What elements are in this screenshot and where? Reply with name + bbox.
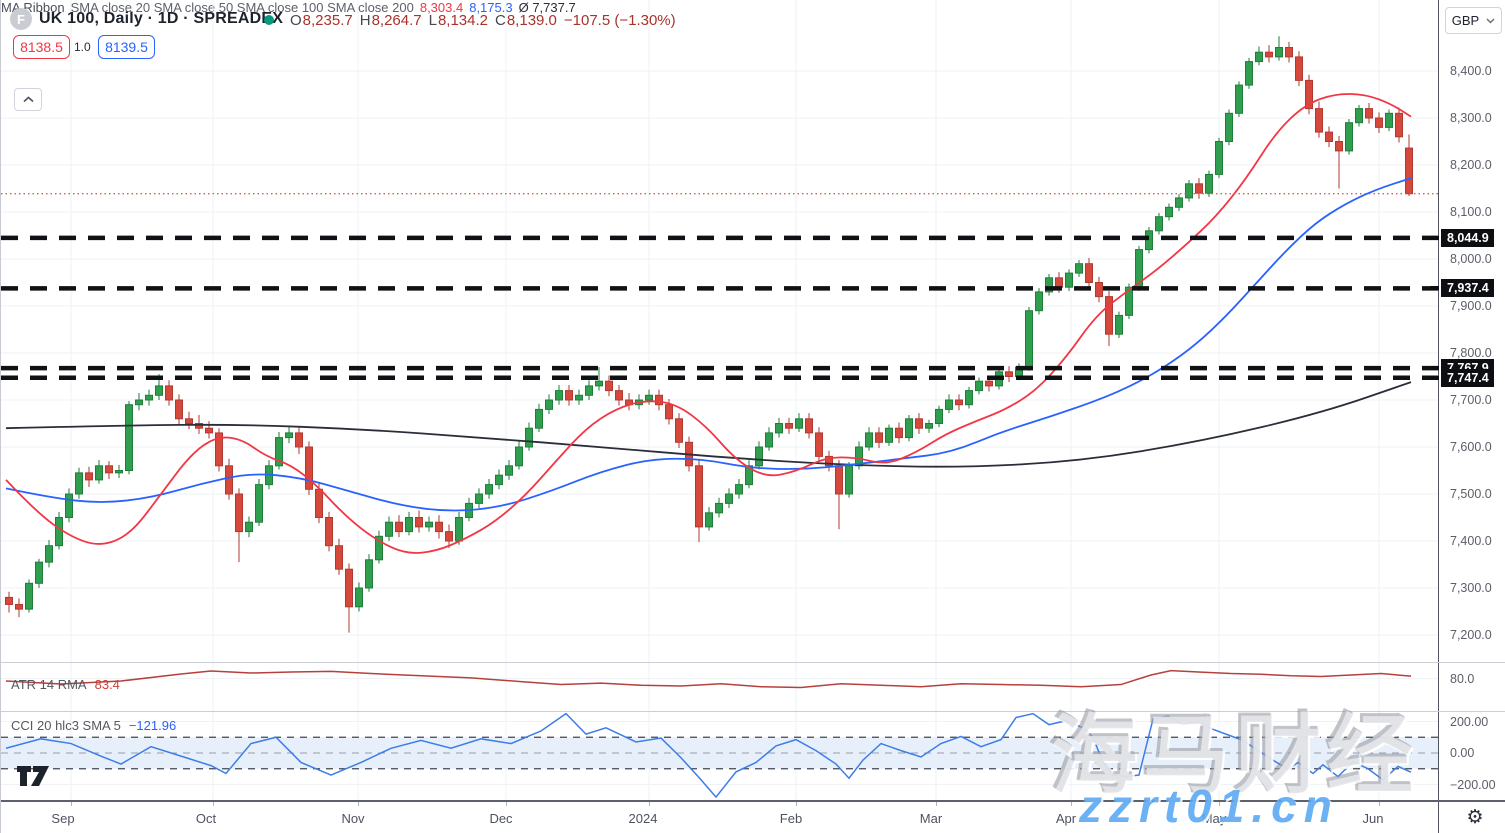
- price-tick-label: 8,200.0: [1450, 158, 1492, 172]
- time-tick-mark: [796, 802, 797, 806]
- pane-divider[interactable]: [1, 711, 1505, 712]
- time-tick-label: May: [1201, 811, 1227, 826]
- open-value: 8,235.7: [302, 12, 353, 29]
- time-tick-mark: [1379, 802, 1380, 806]
- time-tick-mark: [1071, 802, 1072, 806]
- axis-corner-divider: [1438, 802, 1439, 833]
- cci-tick-label: 0.00: [1450, 746, 1475, 760]
- price-level-tick: [1430, 366, 1439, 371]
- currency-label: GBP: [1451, 13, 1480, 28]
- ma-ribbon-params: SMA close 20 SMA close 50 SMA close 100 …: [70, 0, 414, 15]
- time-tick-mark: [358, 802, 359, 806]
- chart-canvas[interactable]: [1, 0, 1438, 800]
- cci-tick-label: −200.00: [1450, 777, 1496, 792]
- gear-icon: ⚙: [1466, 806, 1484, 828]
- ohlc-readout: O 8,235.7 H 8,264.7 L 8,134.2 C 8,139.0 −107…: [290, 12, 676, 29]
- time-tick-label: Dec: [489, 811, 513, 826]
- price-tick-label: 7,600.0: [1450, 440, 1492, 454]
- cci-tick-label: 200.00: [1450, 714, 1489, 729]
- price-level-label: 7,937.4: [1441, 279, 1494, 298]
- chevron-down-icon: [1486, 18, 1495, 23]
- time-tick-label: Apr: [1055, 811, 1077, 826]
- cci-label: CCI 20 hlc3 SMA 5: [11, 718, 121, 733]
- collapse-legend-button[interactable]: [14, 88, 42, 111]
- price-tick-label: 7,300.0: [1450, 581, 1492, 595]
- pane-divider[interactable]: [1, 662, 1505, 663]
- close-label: C: [495, 12, 506, 29]
- chart-svg: [1, 0, 1438, 800]
- price-tick-label: 8,400.0: [1450, 64, 1492, 78]
- price-tick-label: 7,400.0: [1450, 534, 1492, 548]
- currency-selector-button[interactable]: GBP: [1445, 7, 1502, 34]
- atr-label: ATR 14 RMA: [11, 677, 87, 692]
- time-tick-mark: [71, 802, 72, 806]
- low-value: 8,134.2: [437, 12, 488, 29]
- time-tick-label: Jun: [1362, 811, 1384, 826]
- price-tick-label: 7,800.0: [1450, 346, 1492, 360]
- change-value: −107.5 (−1.30%): [563, 12, 676, 29]
- price-tick-label: 7,700.0: [1450, 393, 1492, 407]
- gridlines: [1, 0, 1438, 800]
- price-level-tick: [1430, 375, 1439, 380]
- price-levels: [1, 192, 1438, 380]
- time-tick-label: Mar: [919, 811, 943, 826]
- axis-settings-button[interactable]: ⚙: [1462, 805, 1488, 829]
- price-level-label: 7,747.4: [1441, 368, 1494, 387]
- candles: [5, 36, 1413, 633]
- price-tick-label: 7,500.0: [1450, 487, 1492, 501]
- time-tick-label: Sep: [51, 811, 75, 826]
- high-label: H: [359, 12, 371, 29]
- atr-tick-label: 80.0: [1450, 671, 1475, 686]
- ma-ribbon-value-sma20: 8,303.4: [419, 0, 464, 15]
- spread-value: 1.0: [74, 40, 91, 54]
- symbol-title[interactable]: UK 100, Daily · 1D · SPREADEX: [39, 10, 284, 27]
- sell-button[interactable]: 8138.5: [13, 35, 70, 59]
- price-tick-label: 7,200.0: [1450, 628, 1492, 642]
- atr-pane: [5, 669, 1412, 689]
- time-tick-label: Feb: [779, 811, 803, 826]
- ma-ribbon-value-blue: 8,175.3: [469, 0, 513, 15]
- price-level-tick: [1430, 235, 1439, 240]
- price-tick-label: 7,900.0: [1450, 299, 1492, 313]
- symbol-logo: F: [10, 8, 32, 30]
- close-value: 8,139.0: [506, 12, 557, 29]
- time-tick-label: Nov: [341, 811, 365, 826]
- price-tick-label: 8,100.0: [1450, 205, 1492, 219]
- low-label: L: [428, 12, 437, 29]
- high-value: 8,264.7: [371, 12, 422, 29]
- time-tick-mark: [649, 802, 650, 806]
- price-tick-label: 8,000.0: [1450, 252, 1492, 266]
- cci-pane: [1, 712, 1438, 799]
- sma-line: [5, 93, 1412, 554]
- cci-value: −121.96: [128, 718, 177, 733]
- open-label: O: [290, 12, 302, 29]
- time-tick-mark: [506, 802, 507, 806]
- price-axis[interactable]: 8,400.0 8,300.0 8,200.0 8,100.0 8,000.0 7,900…: [1430, 0, 1505, 800]
- price-level-label: 8,044.9: [1441, 228, 1494, 247]
- sma-line: [5, 381, 1412, 468]
- price-tick-label: 8,300.0: [1450, 111, 1492, 125]
- chevron-up-icon: [22, 96, 34, 103]
- atr-value: 83.4: [94, 677, 120, 692]
- market-status-dot-icon[interactable]: [264, 15, 274, 25]
- cci-legend[interactable]: CCI 20 hlc3 SMA 5 −121.96: [11, 718, 176, 733]
- time-axis[interactable]: Sep Oct Nov Dec 2024 Feb Mar Apr May Jun: [1, 800, 1505, 833]
- tradingview-logo-icon[interactable]: [16, 762, 56, 795]
- time-tick-mark: [1219, 802, 1220, 806]
- buy-button[interactable]: 8139.5: [98, 35, 155, 59]
- ma-ribbon-value-avg: Ø 7,737.7: [518, 0, 576, 15]
- time-tick-mark: [213, 802, 214, 806]
- price-level-tick: [1430, 286, 1439, 291]
- sma-overlays: [5, 93, 1412, 554]
- time-tick-mark: [936, 802, 937, 806]
- time-tick-label: 2024: [628, 811, 658, 826]
- time-tick-label: Oct: [195, 811, 217, 826]
- atr-legend[interactable]: ATR 14 RMA 83.4: [11, 677, 120, 692]
